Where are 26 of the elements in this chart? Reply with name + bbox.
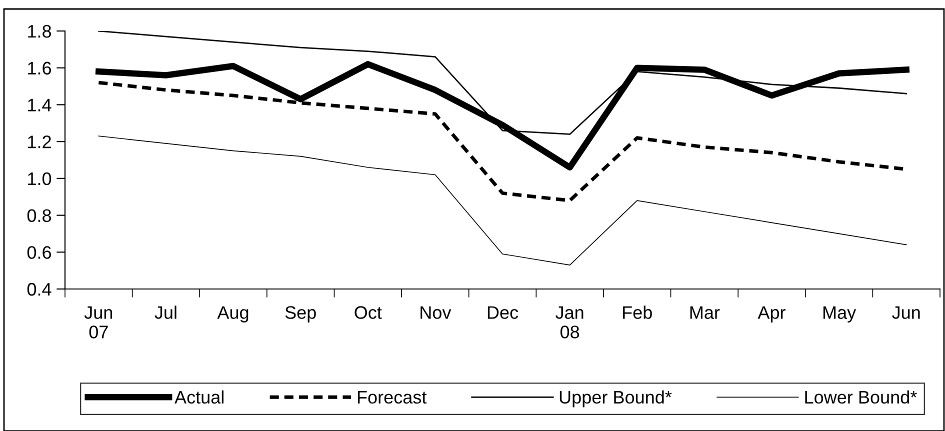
legend-label: Upper Bound*	[560, 390, 672, 408]
legend-label: Actual	[174, 390, 224, 404]
x-tick-label: Jun 07	[84, 306, 112, 338]
line-series	[98, 136, 907, 266]
y-tick-label: 0.8	[27, 209, 52, 222]
x-tick-label: Oct	[354, 306, 382, 319]
x-tick-label: Dec	[488, 306, 518, 319]
y-tick-label: 1.2	[28, 136, 51, 148]
x-tick-label: Nov	[420, 306, 452, 319]
x-tick-label: Jul	[154, 306, 176, 319]
y-tick-label: 1.6	[28, 62, 52, 75]
y-tick-label: 0.6	[27, 246, 52, 259]
y-tick-label: 1.4	[28, 98, 52, 112]
legend-label: Forecast	[358, 391, 427, 404]
x-tick-label: May	[823, 306, 856, 322]
y-tick-label: 1.8	[28, 24, 52, 38]
legend-label: Lower Bound*	[805, 390, 917, 404]
x-tick-label: Apr	[758, 306, 786, 322]
y-tick-label: 0.4	[27, 282, 52, 296]
y-tick-label: 1.0	[28, 172, 52, 186]
x-tick-label: Aug	[217, 306, 248, 322]
x-tick-label: Mar	[690, 306, 720, 319]
x-tick-label: Jan 08	[556, 306, 584, 338]
x-tick-label: Jun	[892, 306, 920, 319]
x-tick-label: Sep	[285, 306, 316, 322]
x-tick-label: Feb	[623, 306, 652, 319]
